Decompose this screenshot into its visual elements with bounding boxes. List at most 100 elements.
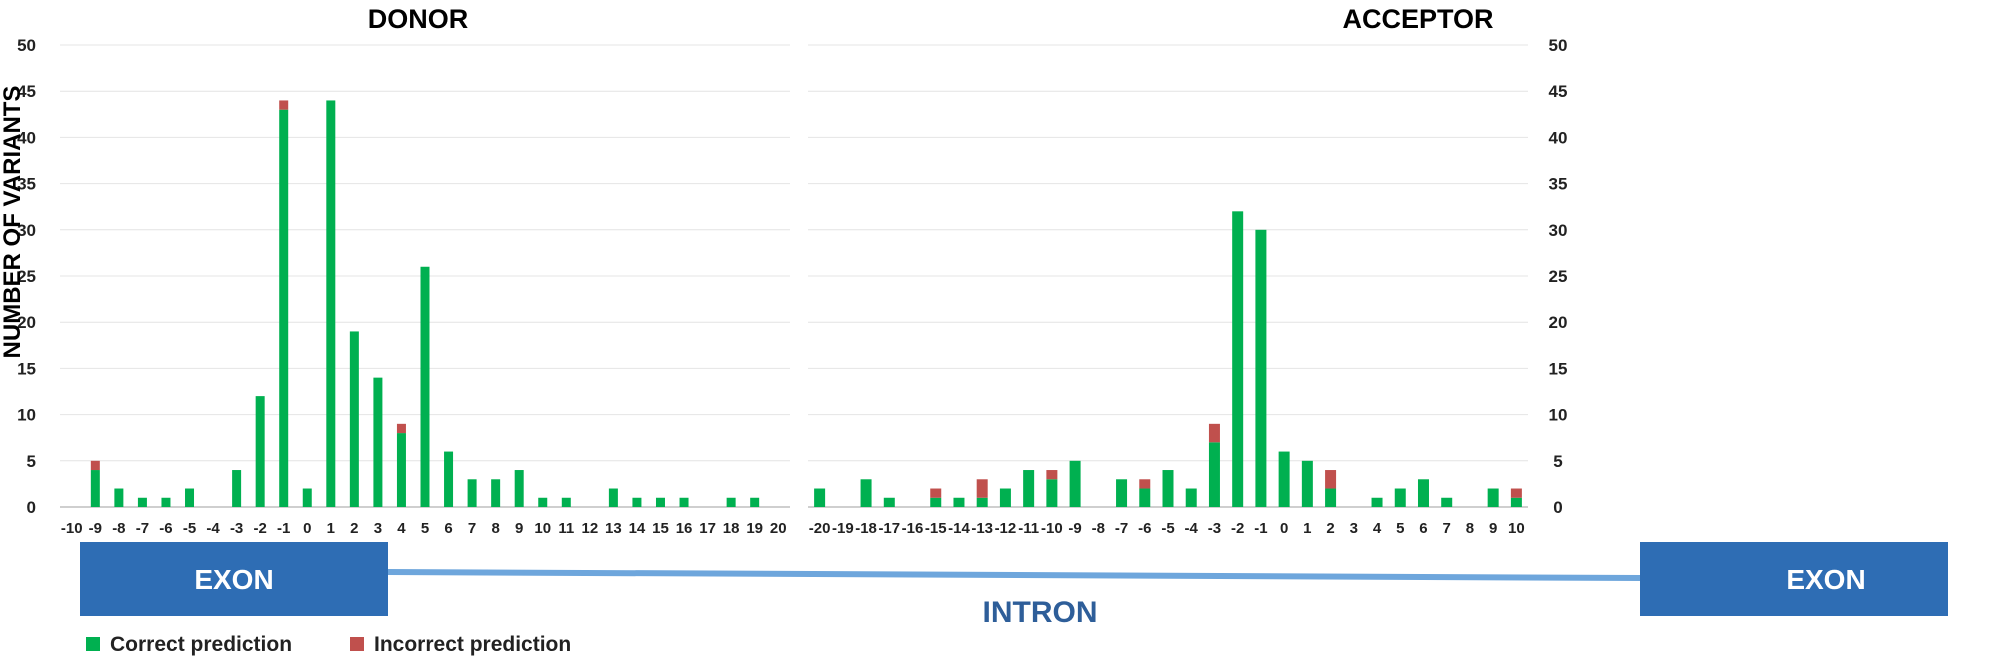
legend-swatch-correct bbox=[86, 637, 100, 651]
donor-bar-correct bbox=[302, 488, 312, 507]
donor-bar-correct bbox=[514, 470, 524, 507]
acceptor-bar-correct bbox=[1185, 488, 1197, 507]
acceptor-x-tick-label: -2 bbox=[1231, 520, 1244, 537]
acceptor-bar-correct bbox=[814, 488, 826, 507]
acceptor-x-tick-label: 7 bbox=[1443, 520, 1451, 537]
acceptor-bar-correct bbox=[1232, 211, 1244, 507]
donor-bar-correct bbox=[137, 497, 147, 507]
donor-y-tick-label: 30 bbox=[17, 221, 36, 240]
right-exon-label: EXON bbox=[1786, 564, 1865, 595]
donor-bar-correct bbox=[444, 451, 454, 507]
acceptor-x-tick-label: -10 bbox=[1041, 520, 1063, 537]
acceptor-y-tick-label: 20 bbox=[1549, 313, 1568, 332]
donor-bar-correct bbox=[750, 497, 760, 507]
donor-bar-correct bbox=[538, 497, 548, 507]
acceptor-bar-correct bbox=[1441, 497, 1453, 507]
intron-line bbox=[387, 569, 1641, 581]
donor-x-tick-label: 16 bbox=[676, 520, 693, 537]
donor-bar-correct bbox=[373, 377, 383, 507]
acceptor-x-tick-label: -16 bbox=[902, 520, 924, 537]
acceptor-x-tick-label: 10 bbox=[1508, 520, 1525, 537]
acceptor-bar-correct bbox=[1069, 460, 1081, 507]
donor-bar-correct bbox=[232, 470, 242, 507]
left-exon-label: EXON bbox=[194, 564, 273, 595]
donor-bar-correct bbox=[114, 488, 124, 507]
donor-x-tick-label: 17 bbox=[699, 520, 716, 537]
acceptor-bar-correct bbox=[883, 497, 895, 507]
legend-label-correct: Correct prediction bbox=[110, 633, 292, 656]
donor-bar-correct bbox=[467, 479, 477, 507]
donor-x-tick-label: 10 bbox=[534, 520, 551, 537]
donor-y-tick-label: 25 bbox=[17, 267, 36, 286]
acceptor-y-tick-label: 50 bbox=[1549, 36, 1568, 55]
acceptor-x-tick-label: -6 bbox=[1138, 520, 1151, 537]
acceptor-x-tick-label: -14 bbox=[948, 520, 970, 537]
donor-bar-correct bbox=[420, 266, 430, 507]
intron-label: INTRON bbox=[983, 596, 1098, 629]
legend: Correct prediction Incorrect prediction bbox=[86, 633, 571, 656]
donor-x-tick-label: 6 bbox=[444, 520, 452, 537]
donor-x-tick-label: -5 bbox=[183, 520, 196, 537]
donor-x-tick-label: 7 bbox=[468, 520, 476, 537]
acceptor-x-tick-label: -19 bbox=[832, 520, 854, 537]
acceptor-x-tick-label: -13 bbox=[971, 520, 993, 537]
donor-x-tick-label: 14 bbox=[629, 520, 646, 537]
acceptor-bar-correct bbox=[1116, 479, 1128, 507]
donor-x-tick-label: -6 bbox=[159, 520, 172, 537]
acceptor-x-tick-label: -9 bbox=[1068, 520, 1081, 537]
acceptor-bar-correct bbox=[1394, 488, 1406, 507]
acceptor-bar-incorrect bbox=[930, 488, 942, 498]
acceptor-y-tick-label: 40 bbox=[1549, 128, 1568, 147]
acceptor-x-tick-label: -8 bbox=[1092, 520, 1105, 537]
acceptor-x-tick-label: -3 bbox=[1208, 520, 1221, 537]
acceptor-bar-correct bbox=[1487, 488, 1499, 507]
donor-x-tick-label: -4 bbox=[206, 520, 220, 537]
acceptor-bar-correct bbox=[860, 479, 872, 507]
donor-bar-correct bbox=[632, 497, 642, 507]
donor-x-tick-label: 2 bbox=[350, 520, 358, 537]
donor-y-tick-label: 15 bbox=[17, 359, 36, 378]
y-axis-label: NUMBER OF VARIANTS bbox=[0, 86, 26, 359]
acceptor-bar-correct bbox=[1255, 229, 1267, 508]
acceptor-x-tick-label: -4 bbox=[1185, 520, 1199, 537]
donor-x-tick-label: 15 bbox=[652, 520, 669, 537]
acceptor-bar-correct bbox=[1023, 470, 1035, 507]
acceptor-x-tick-label: -7 bbox=[1115, 520, 1128, 537]
donor-x-tick-label: 18 bbox=[723, 520, 740, 537]
legend-label-incorrect: Incorrect prediction bbox=[374, 633, 571, 656]
acceptor-bar-correct bbox=[1139, 488, 1151, 507]
donor-x-tick-label: 19 bbox=[746, 520, 763, 537]
donor-y-tick-label: 5 bbox=[27, 452, 36, 471]
donor-bar-correct bbox=[90, 470, 100, 507]
donor-y-tick-label: 20 bbox=[17, 313, 36, 332]
acceptor-y-tick-label: 45 bbox=[1549, 82, 1568, 101]
acceptor-bar-incorrect bbox=[1046, 470, 1058, 480]
donor-x-tick-label: 1 bbox=[327, 520, 335, 537]
acceptor-bar-correct bbox=[1162, 470, 1174, 507]
acceptor-x-tick-label: 5 bbox=[1396, 520, 1404, 537]
donor-bar-correct bbox=[255, 396, 265, 507]
acceptor-x-tick-label: 4 bbox=[1373, 520, 1382, 537]
acceptor-x-tick-label: 1 bbox=[1303, 520, 1311, 537]
donor-bar-correct bbox=[161, 497, 171, 507]
legend-swatch-incorrect bbox=[350, 637, 364, 651]
donor-bar-correct bbox=[349, 331, 359, 507]
acceptor-bar-correct bbox=[976, 497, 988, 507]
donor-x-tick-label: 0 bbox=[303, 520, 311, 537]
acceptor-x-tick-label: -11 bbox=[1018, 520, 1039, 537]
acceptor-bar-correct bbox=[999, 488, 1011, 507]
donor-x-tick-label: 5 bbox=[421, 520, 429, 537]
donor-x-tick-label: 20 bbox=[770, 520, 787, 537]
acceptor-bar-correct bbox=[1046, 479, 1058, 507]
donor-y-tick-label: 40 bbox=[17, 128, 36, 147]
donor-x-tick-label: 4 bbox=[397, 520, 406, 537]
donor-x-tick-label: 13 bbox=[605, 520, 622, 537]
acceptor-x-tick-label: -15 bbox=[925, 520, 947, 537]
donor-bar-incorrect bbox=[90, 460, 100, 471]
acceptor-x-tick-label: -18 bbox=[855, 520, 877, 537]
donor-x-tick-label: 3 bbox=[374, 520, 382, 537]
donor-x-tick-label: 11 bbox=[558, 520, 574, 537]
acceptor-bar-correct bbox=[1417, 479, 1429, 507]
left-exon-box bbox=[80, 542, 388, 616]
